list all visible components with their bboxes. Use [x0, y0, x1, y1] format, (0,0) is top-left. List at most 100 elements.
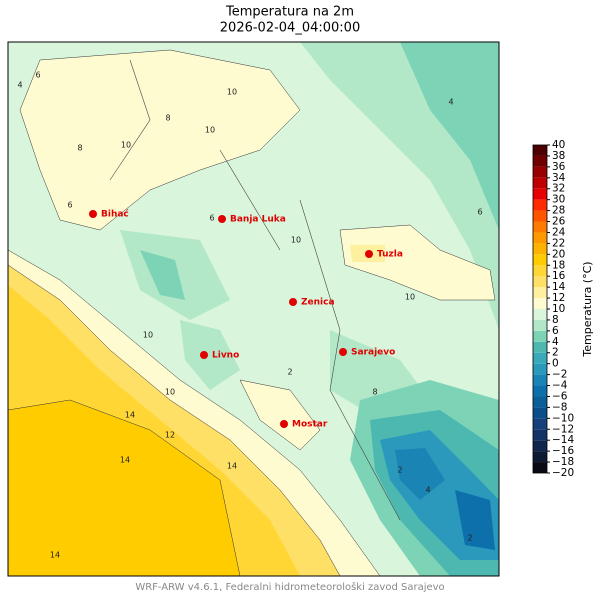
contour-label: 10 [291, 236, 301, 245]
colorbar-tick-label: 10 [552, 303, 565, 315]
colorbar-band [533, 232, 547, 244]
city-marker [218, 215, 226, 223]
colorbar-tick-label: −18 [552, 456, 574, 468]
city-label: Sarajevo [351, 348, 395, 358]
colorbar-tick-label: −6 [552, 390, 568, 402]
city-label: Livno [212, 351, 239, 361]
contour-label: 10 [121, 141, 131, 150]
colorbar-tick-label: 0 [552, 358, 559, 370]
contour-label: 10 [405, 293, 415, 302]
colorbar-tick-label: −8 [552, 401, 567, 413]
contour-label: 10 [227, 88, 237, 97]
colorbar-band [533, 330, 547, 342]
colorbar-band [533, 407, 547, 419]
colorbar-tick-label: 18 [552, 259, 565, 271]
colorbar-tick-label: 12 [552, 292, 565, 304]
colorbar-tick-label: −10 [552, 412, 574, 424]
colorbar-band [533, 341, 547, 353]
colorbar-tick-label: 24 [552, 226, 566, 238]
city-marker [200, 351, 208, 359]
colorbar-tick-label: 38 [552, 150, 565, 162]
contour-label: 4 [17, 81, 22, 90]
contour-label: 8 [372, 388, 377, 397]
city-marker [280, 420, 288, 428]
city-marker [289, 298, 297, 306]
colorbar-band [533, 319, 547, 331]
contour-label: 6 [35, 71, 40, 80]
colorbar-band [533, 309, 547, 320]
contour-label: 4 [425, 486, 430, 495]
contour-label: 2 [467, 534, 472, 543]
contour-label: 10 [205, 126, 215, 135]
colorbar-tick-label: 2 [552, 347, 559, 359]
colorbar-tick-label: −16 [552, 445, 574, 457]
colorbar-band [533, 352, 547, 364]
colorbar-tick-label: −14 [552, 434, 574, 446]
colorbar-tick-label: −2 [552, 369, 567, 381]
map-frame [7, 41, 500, 577]
footer: WRF-ARW v4.6.1, Federalni hidrometeorolo… [135, 581, 444, 593]
colorbar-band [533, 265, 547, 277]
colorbar-band [533, 374, 547, 386]
colorbar-tick-label: 14 [552, 281, 566, 293]
colorbar-tick-label: 36 [552, 161, 566, 173]
city-label: Mostar [292, 420, 328, 430]
colorbar-tick-label: 6 [552, 325, 559, 337]
contour-label: 14 [227, 462, 237, 471]
city-label: Bihać [101, 209, 129, 220]
contour-label: 6 [209, 214, 214, 223]
title: Temperatura na 2m [225, 5, 354, 20]
colorbar-band [533, 145, 547, 156]
contour-label: 6 [67, 201, 72, 210]
contour-label: 8 [165, 114, 170, 123]
colorbar-tick-label: 16 [552, 270, 566, 282]
colorbar-tick-label: 34 [552, 172, 566, 184]
colorbar-band [533, 188, 547, 200]
colorbar-tick-label: −4 [552, 380, 568, 392]
colorbar-band [533, 221, 547, 233]
colorbar-tick-label: 8 [552, 314, 559, 326]
colorbar-band [533, 396, 547, 408]
colorbar-tick-label: 40 [552, 139, 565, 151]
colorbar-band [533, 254, 547, 266]
map-fields [8, 42, 499, 576]
city-label: Tuzla [377, 250, 403, 260]
subtitle: 2026-02-04_04:00:00 [220, 21, 360, 36]
colorbar-band [533, 177, 547, 189]
contour-label: 14 [50, 551, 60, 560]
contour-label: 8 [77, 144, 82, 153]
colorbar-band [533, 199, 547, 211]
colorbar-band [533, 462, 547, 473]
colorbar-tick-label: 4 [552, 336, 559, 348]
contour-label: 10 [165, 388, 175, 397]
colorbar-band [533, 451, 547, 463]
colorbar-band [533, 298, 547, 309]
city-marker [89, 210, 97, 218]
contour-label: 4 [448, 98, 453, 107]
colorbar-band [533, 287, 547, 299]
contour-label: 2 [397, 466, 402, 475]
city-marker [339, 348, 347, 356]
contour-label: 12 [165, 431, 175, 440]
colorbar-tick-label: 22 [552, 237, 565, 249]
colorbar-band [533, 385, 547, 397]
contour-label: 10 [143, 331, 153, 340]
colorbar-label: Temperatura (°C) [581, 261, 594, 357]
colorbar-band [533, 418, 547, 430]
colorbar-band [533, 429, 547, 441]
colorbar-band [533, 243, 547, 255]
contour-label: 6 [477, 208, 482, 217]
colorbar-band [533, 166, 547, 178]
colorbar-band [533, 440, 547, 452]
city-marker [365, 250, 373, 258]
colorbar-tick-label: 20 [552, 248, 565, 260]
colorbar-tick-label: 30 [552, 194, 565, 206]
colorbar-tick-label: 28 [552, 205, 565, 217]
contour-label: 2 [287, 368, 292, 377]
city-label: Zenica [301, 298, 335, 308]
colorbar-band [533, 276, 547, 288]
colorbar-band [533, 363, 547, 375]
colorbar-tick-label: 32 [552, 183, 565, 195]
contour-label: 14 [120, 456, 130, 465]
